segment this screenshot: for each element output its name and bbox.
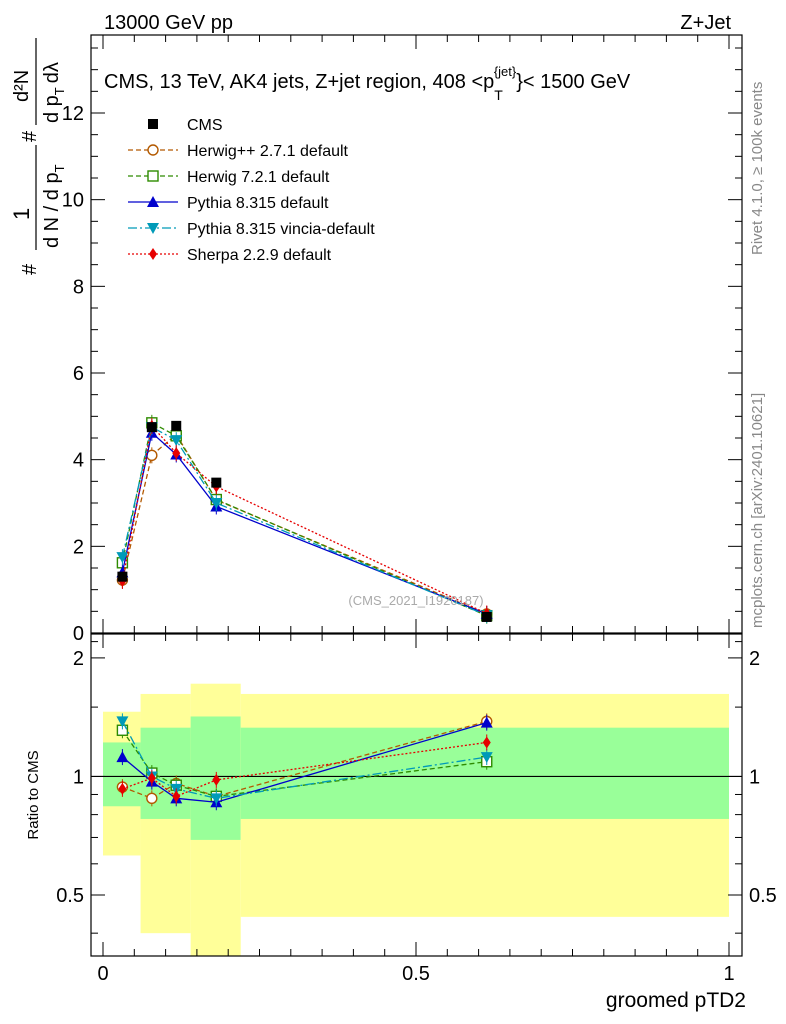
ylabel-one: 1 <box>9 208 34 220</box>
rivet-label: Rivet 4.1.0, ≥ 100k events <box>749 82 766 255</box>
series-line-4 <box>121 424 488 615</box>
y-tick-label: 2 <box>73 536 84 558</box>
title-main: CMS, 13 TeV, AK4 jets, Z+jet region, 408… <box>104 71 494 93</box>
y-tick-label: 8 <box>73 276 84 298</box>
ratio-point-3 <box>210 793 223 805</box>
ratio-point-4 <box>118 782 127 795</box>
ylabel-den: d N / d pT <box>41 164 67 248</box>
ratio-point-2 <box>480 716 493 728</box>
ratio-frame <box>90 633 743 957</box>
ratio-point-4 <box>172 790 181 803</box>
y-axis-label: # 1 d N / d pT # d²N d pTdλ <box>9 38 67 275</box>
legend-marker <box>147 144 159 156</box>
legend: CMS Herwig++ 2.7.1 default Herwig 7.2.1 de… <box>128 117 375 264</box>
ratio-series <box>116 713 493 811</box>
ratio-tick-label: 1 <box>73 766 84 788</box>
ratio-point-4 <box>482 736 491 749</box>
watermark: (CMS_2021_I1920187) <box>348 593 483 608</box>
y-tick-label: 0 <box>73 623 84 645</box>
chart-title: CMS, 13 TeV, AK4 jets, Z+jet region, 408… <box>104 64 631 103</box>
legend-marker <box>148 119 158 129</box>
ratio-point-4 <box>212 773 221 786</box>
series-point-3 <box>116 552 129 564</box>
header-energy: 13000 GeV pp <box>104 12 233 34</box>
cms-point <box>171 420 182 431</box>
cms-data-points <box>117 420 492 622</box>
ratio-tick-label-right: 2 <box>749 648 760 670</box>
ratio-tick-label: 0.5 <box>56 885 84 907</box>
cms-point <box>481 611 492 622</box>
title-sup: {jet} <box>494 64 517 79</box>
legend-label: Pythia 8.315 vincia-default <box>187 221 375 238</box>
ylabel-hash-1: # <box>19 263 41 275</box>
cms-point <box>211 477 222 488</box>
ylabel-den2: d pTdλ <box>41 62 67 123</box>
series-point-4 <box>172 447 181 460</box>
stat-uncertainty-band <box>103 742 141 807</box>
legend-label: Herwig++ 2.7.1 default <box>187 143 349 160</box>
ratio-point-3 <box>116 716 129 728</box>
title-tail: }< 1500 GeV <box>516 71 631 93</box>
y-tick-label: 10 <box>62 190 84 212</box>
legend-label: Pythia 8.315 default <box>187 195 329 212</box>
series-line-2 <box>121 431 487 615</box>
ratio-tick-label: 2 <box>73 648 84 670</box>
legend-label: CMS <box>187 117 223 134</box>
legend-marker <box>147 170 159 182</box>
ratio-point-3 <box>480 752 493 764</box>
series-point-3 <box>170 435 183 447</box>
cms-point <box>117 571 128 582</box>
legend-marker <box>147 196 159 207</box>
legend-marker <box>147 223 159 234</box>
x-tick-label: 1 <box>723 963 734 985</box>
ratio-tick-label-right: 1 <box>749 766 760 788</box>
x-tick-label: 0.5 <box>402 963 430 985</box>
main-plot: 0 2 4 6 8 10 12 (CMS_2021_I1920187) CMS, 13 Te… <box>62 34 743 645</box>
ratio-axes: 0.5 0.5 1 1 2 2 0 0.5 1 <box>56 634 777 985</box>
x-tick-label: 0 <box>97 963 108 985</box>
main-axes: 0 2 4 6 8 10 12 <box>62 35 742 645</box>
header-process: Z+Jet <box>680 12 731 34</box>
title-sub: T <box>494 87 503 103</box>
ratio-tick-label-right: 0.5 <box>749 885 777 907</box>
ylabel-num: d²N <box>11 70 33 102</box>
x-axis-label: groomed pTD2 <box>606 989 746 1012</box>
y-tick-label: 12 <box>62 103 84 125</box>
ratio-point-2 <box>116 751 129 763</box>
ratio-point-4 <box>147 772 156 785</box>
y-tick-label: 6 <box>73 363 84 385</box>
series-line-0 <box>121 433 487 615</box>
ratio-point-0 <box>146 792 158 805</box>
ratio-plot: 0.5 0.5 1 1 2 2 0 0.5 1 Ratio to CMS <box>25 633 777 985</box>
ylabel-hash-2: # <box>19 130 41 142</box>
ratio-uncertainty-bands <box>91 683 742 956</box>
legend-marker <box>149 248 157 260</box>
cms-point <box>146 422 157 433</box>
ratio-ylabel: Ratio to CMS <box>25 750 42 839</box>
series-point-3 <box>210 498 223 509</box>
legend-label: Herwig 7.2.1 default <box>187 169 330 186</box>
legend-label: Sherpa 2.2.9 default <box>187 247 332 264</box>
mcplots-label: mcplots.cern.ch [arXiv:2401.10621] <box>749 393 766 628</box>
y-tick-label: 4 <box>73 450 84 472</box>
